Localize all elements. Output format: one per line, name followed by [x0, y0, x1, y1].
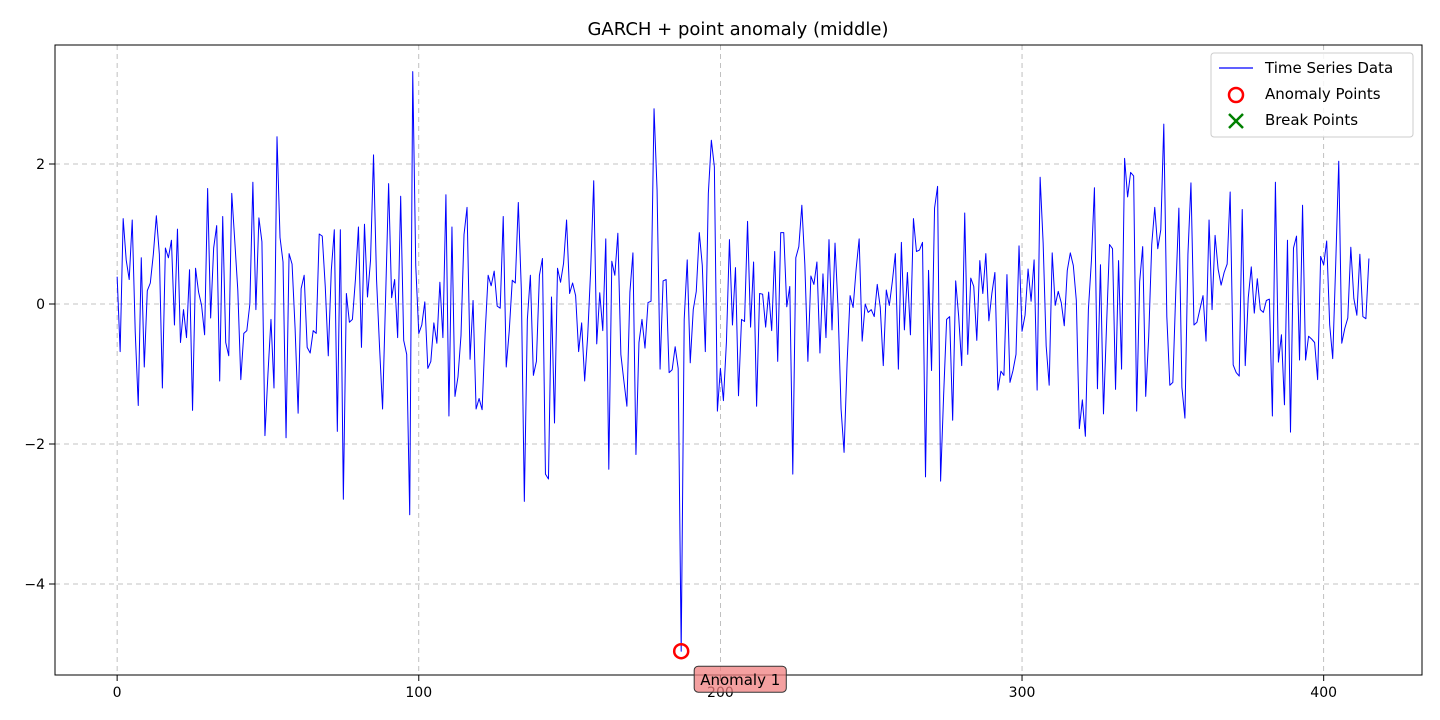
time-series-line — [116, 71, 1370, 652]
anomaly-point — [672, 642, 690, 660]
legend-label-series: Time Series Data — [1264, 59, 1393, 77]
legend-break-marker — [1228, 113, 1244, 129]
axis-ticks: 0 100 200 300 400−4−202 — [24, 157, 1337, 701]
legend-label-anomaly: Anomaly Points — [1265, 85, 1381, 103]
y-tick-label: −2 — [24, 437, 45, 453]
marker-layer — [672, 642, 690, 660]
x-tick-label: 100 — [405, 685, 432, 701]
legend-label-break: Break Points — [1265, 111, 1358, 129]
annotations: Anomaly 1 — [693, 665, 787, 693]
y-tick-label: −4 — [24, 577, 45, 593]
chart-title: GARCH + point anomaly (middle) — [587, 19, 888, 40]
anomaly-annotation: Anomaly 1 — [693, 665, 787, 693]
series-layer — [116, 71, 1370, 652]
x-tick-label: 0 — [113, 685, 122, 701]
grid — [55, 45, 1422, 675]
plot-frame — [54, 44, 1423, 676]
y-tick-label: 0 — [36, 297, 45, 313]
x-tick-label: 400 — [1310, 685, 1337, 701]
legend-box — [1210, 52, 1414, 138]
x-tick-label: 300 — [1009, 685, 1036, 701]
annotation-box — [693, 665, 787, 693]
legend: Time Series Data Anomaly Points Break Po… — [1210, 52, 1414, 138]
legend-anomaly-marker — [1227, 86, 1245, 104]
y-tick-label: 2 — [36, 157, 45, 173]
annotation-label: Anomaly 1 — [700, 671, 780, 689]
